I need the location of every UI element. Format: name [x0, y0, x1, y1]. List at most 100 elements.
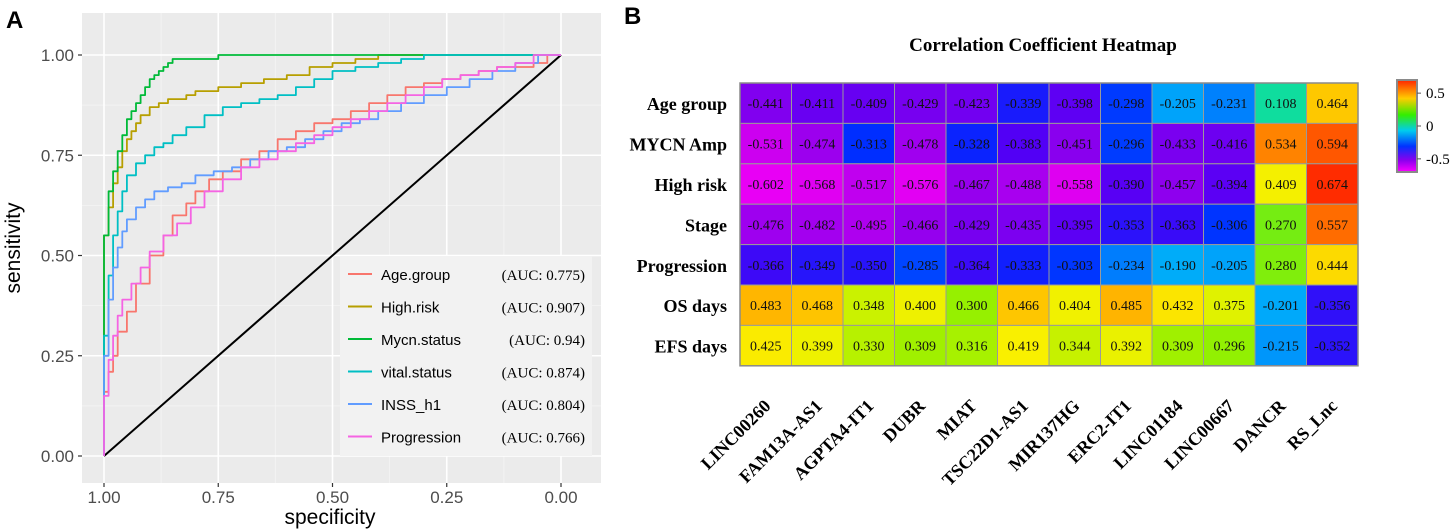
roc-y-tick-label: 0.75 [41, 146, 74, 165]
heatmap-cell-value: -0.495 [851, 218, 887, 233]
heatmap-cell-value: 0.309 [905, 340, 937, 355]
heatmap-cell-value: 0.348 [853, 299, 885, 314]
heatmap-cell-value: -0.416 [1211, 138, 1247, 153]
heatmap-cell-value: -0.313 [851, 138, 887, 153]
heatmap-row-label: EFS days [654, 337, 727, 357]
panel-b: B Correlation Coefficient Heatmap -0.441… [624, 3, 1450, 490]
heatmap-cell-value: -0.190 [1160, 259, 1196, 274]
heatmap-cell [894, 244, 947, 286]
heatmap-cell [894, 284, 947, 326]
heatmap-cell-value: -0.488 [1005, 178, 1041, 193]
panel-label-b: B [624, 3, 641, 30]
heatmap-cell-value: 0.296 [1214, 340, 1246, 355]
heatmap-cell-value: 0.330 [853, 340, 885, 355]
colorbar-tick-label: -0.5 [1426, 152, 1450, 168]
panel-a: A 0.000.250.500.751.001.00 0.75 0.50 0.25 0.… [2, 7, 601, 529]
heatmap-cell-value: -0.467 [954, 178, 990, 193]
heatmap-cell-value: -0.395 [1057, 218, 1093, 233]
roc-line-high-risk [103, 54, 561, 456]
heatmap-cell-value: -0.215 [1263, 340, 1299, 355]
heatmap-cell [1306, 203, 1359, 246]
legend-auc: (AUC: 0.94) [509, 333, 585, 349]
heatmap-cell-value: 0.300 [956, 299, 988, 314]
heatmap-cell-value: 0.485 [1111, 299, 1143, 314]
heatmap-cell-value: 0.399 [802, 340, 834, 355]
heatmap-cell [1254, 203, 1307, 246]
heatmap-cell-value: -0.558 [1057, 178, 1093, 193]
heatmap-cell-value: -0.205 [1160, 97, 1196, 112]
roc-line-inss-h1 [103, 54, 561, 456]
heatmap-cell-value: 0.280 [1265, 259, 1297, 274]
heatmap-cell-value: 0.557 [1317, 218, 1349, 233]
heatmap-cell [1151, 244, 1204, 286]
heatmap-cell-value: -0.576 [902, 178, 938, 193]
heatmap-cell-value: -0.476 [748, 218, 784, 233]
heatmap-cell-value: -0.296 [1108, 138, 1144, 153]
heatmap-cell [997, 203, 1050, 246]
heatmap-column-label: DUBR [879, 395, 930, 446]
heatmap-cell [945, 324, 998, 367]
roc-line-vital-status [103, 54, 561, 456]
heatmap-cell [842, 122, 895, 165]
heatmap-cell [1048, 324, 1101, 367]
legend-auc: (AUC: 0.766) [502, 431, 585, 447]
roc-x-tick-label: 0.50 [316, 488, 349, 507]
roc-diagonal-line [103, 54, 562, 457]
legend-label: vital.status [381, 365, 452, 382]
heatmap-cell [894, 163, 947, 205]
heatmap-column-label: DANCR [1229, 395, 1290, 456]
heatmap-cell-value: 0.270 [1265, 218, 1297, 233]
heatmap-cell [791, 284, 844, 326]
heatmap-cell-value: 0.419 [1008, 340, 1040, 355]
heatmap-cell [1254, 324, 1307, 367]
heatmap-cell-value: -0.364 [954, 259, 990, 274]
heatmap-cell-value: -0.349 [799, 259, 835, 274]
heatmap-cell-value: -0.352 [1314, 340, 1350, 355]
heatmap-cell-value: -0.303 [1057, 259, 1093, 274]
colorbar-ticks: 0.5 0 -0.5 [1417, 86, 1450, 168]
heatmap-cell-value: 0.464 [1317, 97, 1349, 112]
heatmap-cell [1100, 203, 1153, 246]
roc-x-tick-label: 1.00 [87, 488, 120, 507]
heatmap-cell [739, 163, 792, 205]
heatmap-cell-value: 0.432 [1162, 299, 1194, 314]
heatmap-cell [945, 122, 998, 165]
heatmap-cell [842, 203, 895, 246]
heatmap-cell-value: -0.398 [1057, 97, 1093, 112]
heatmap-row-label: Age group [647, 94, 727, 114]
heatmap-cell-value: -0.234 [1108, 259, 1144, 274]
heatmap-cell [739, 284, 792, 326]
heatmap-cell [739, 122, 792, 165]
heatmap-cell-value: -0.383 [1005, 138, 1041, 153]
heatmap-cell-value: -0.366 [748, 259, 784, 274]
heatmap-cell [1048, 203, 1101, 246]
heatmap-cell-value: -0.350 [851, 259, 887, 274]
heatmap-cell-value: 0.344 [1059, 340, 1091, 355]
heatmap-cell-value: -0.429 [902, 97, 938, 112]
heatmap-cell [997, 244, 1050, 286]
heatmap-cell-value: 0.594 [1317, 138, 1349, 153]
heatmap-colorbar [1396, 79, 1418, 173]
heatmap-cell [1048, 122, 1101, 165]
roc-y-tick-label: 0.50 [41, 247, 74, 266]
heatmap-row-label: High risk [654, 175, 727, 195]
heatmap-cell-value: -0.531 [748, 138, 784, 153]
heatmap-cell [739, 244, 792, 286]
roc-line-mycn-status [103, 54, 561, 456]
heatmap-cell-value: -0.602 [748, 178, 784, 193]
heatmap-cell-value: 0.483 [750, 299, 782, 314]
legend-auc: (AUC: 0.775) [502, 268, 585, 284]
heatmap-cell [791, 203, 844, 246]
heatmap-cell-value: -0.390 [1108, 178, 1144, 193]
heatmap-column-label: MIAT [933, 396, 981, 444]
heatmap-cell-value: -0.466 [902, 218, 938, 233]
heatmap-cell-value: 0.375 [1214, 299, 1246, 314]
heatmap-cell [739, 324, 792, 367]
heatmap-cell-value: -0.333 [1005, 259, 1041, 274]
heatmap-cell [945, 284, 998, 326]
heatmap-cell-value: -0.231 [1211, 97, 1247, 112]
colorbar-tick-label: 0 [1426, 119, 1434, 135]
roc-x-tick-label: 0.25 [430, 488, 463, 507]
